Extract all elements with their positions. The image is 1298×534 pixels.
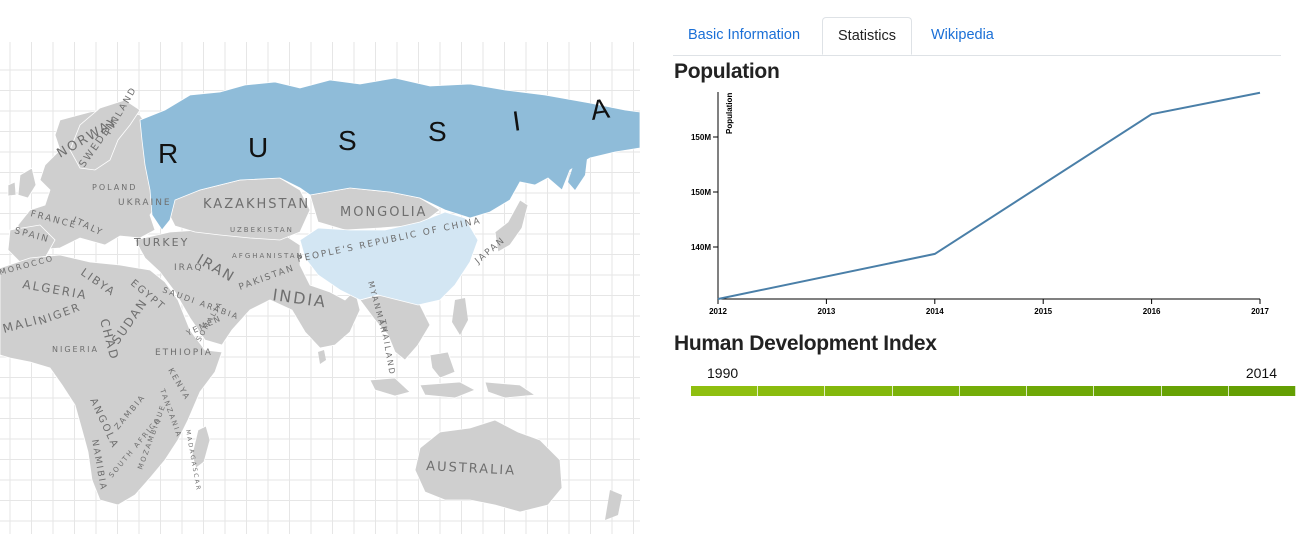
map-label-iraq: IRAQ xyxy=(174,263,204,273)
population-chart: 2012 2013 2014 2015 2016 2017 140M 150M 150M Pop… xyxy=(691,91,1269,316)
map-label-ukraine: UKRAINE xyxy=(118,198,172,208)
new-zealand[interactable] xyxy=(605,490,622,520)
map-label-afghanistan: AFGHANISTAN xyxy=(232,252,304,260)
chart-axes xyxy=(717,92,1260,300)
hdi-segment xyxy=(1094,386,1162,396)
madagascar[interactable] xyxy=(191,425,211,469)
china-region[interactable] xyxy=(299,211,479,306)
africa-landmass[interactable] xyxy=(0,254,223,506)
uk-ireland[interactable] xyxy=(7,167,37,199)
hdi-title: Human Development Index xyxy=(674,332,937,355)
x-tick-label: 2015 xyxy=(1034,307,1052,316)
indonesia[interactable] xyxy=(369,351,537,399)
scandinavia[interactable] xyxy=(69,99,141,171)
australia-landmass[interactable] xyxy=(414,419,563,513)
hdi-segment xyxy=(825,386,893,396)
map-label-poland: POLAND xyxy=(92,183,137,192)
map-label-ethiopia: ETHIOPIA xyxy=(155,348,213,358)
hdi-bar xyxy=(691,386,1296,396)
map-label-nigeria: NIGERIA xyxy=(52,345,99,354)
y-tick-label: 150M xyxy=(691,188,711,197)
hdi-segment xyxy=(691,386,759,396)
population-line xyxy=(717,91,1261,300)
y-tick-label: 140M xyxy=(691,243,711,252)
map-label-russia-s2: S xyxy=(428,116,447,147)
chart-ticks: 2012 2013 2014 2015 2016 2017 140M 150M 150M xyxy=(691,133,1269,316)
map-canvas[interactable]: R U S S I A NORWAY SWEDEN FINLAND POLAND… xyxy=(0,0,640,534)
x-tick-label: 2016 xyxy=(1143,307,1161,316)
map-label-russia-a: A xyxy=(589,93,612,126)
map-label-kazakhstan: KAZAKHSTAN xyxy=(203,197,310,212)
philippines[interactable] xyxy=(452,298,468,335)
japan[interactable] xyxy=(494,199,529,253)
country-details-panel: Basic Information Statistics Wikipedia P… xyxy=(673,0,1296,534)
map-label-russia-u: U xyxy=(248,132,268,163)
x-tick-label: 2017 xyxy=(1251,307,1269,316)
russia-region[interactable] xyxy=(139,77,640,231)
map-label-australia: AUSTRALIA xyxy=(426,459,517,479)
hdi-end-year: 2014 xyxy=(1245,365,1277,381)
hdi-segment xyxy=(892,386,960,396)
sri-lanka[interactable] xyxy=(318,350,326,364)
tab-basic-information[interactable]: Basic Information xyxy=(688,27,801,43)
map-label-russia-r: R xyxy=(158,138,178,169)
x-tick-label: 2012 xyxy=(709,307,727,316)
tab-wikipedia[interactable]: Wikipedia xyxy=(931,27,994,43)
y-axis-label: Population xyxy=(725,93,734,134)
map-label-mongolia: MONGOLIA xyxy=(340,205,427,220)
x-tick-label: 2013 xyxy=(818,307,836,316)
map-label-turkey: TURKEY xyxy=(133,236,189,249)
map-label-uzbekistan: UZBEKISTAN xyxy=(230,226,294,234)
sakhalin-kamchatka[interactable] xyxy=(568,150,588,190)
map-label-russia-s1: S xyxy=(338,125,357,156)
hdi-segment xyxy=(959,386,1028,396)
x-tick-label: 2014 xyxy=(926,307,944,316)
y-tick-label: 150M xyxy=(691,133,711,142)
hdi-segment xyxy=(758,386,826,396)
population-title: Population xyxy=(674,60,780,83)
hdi-segment xyxy=(1027,386,1095,396)
tab-statistics[interactable]: Statistics xyxy=(822,17,913,55)
hdi-segment xyxy=(1228,386,1296,396)
hdi-start-year: 1990 xyxy=(707,365,739,381)
tab-bar: Basic Information Statistics Wikipedia xyxy=(673,17,1281,56)
world-map[interactable]: R U S S I A NORWAY SWEDEN FINLAND POLAND… xyxy=(0,0,640,534)
hdi-segment xyxy=(1161,386,1229,396)
